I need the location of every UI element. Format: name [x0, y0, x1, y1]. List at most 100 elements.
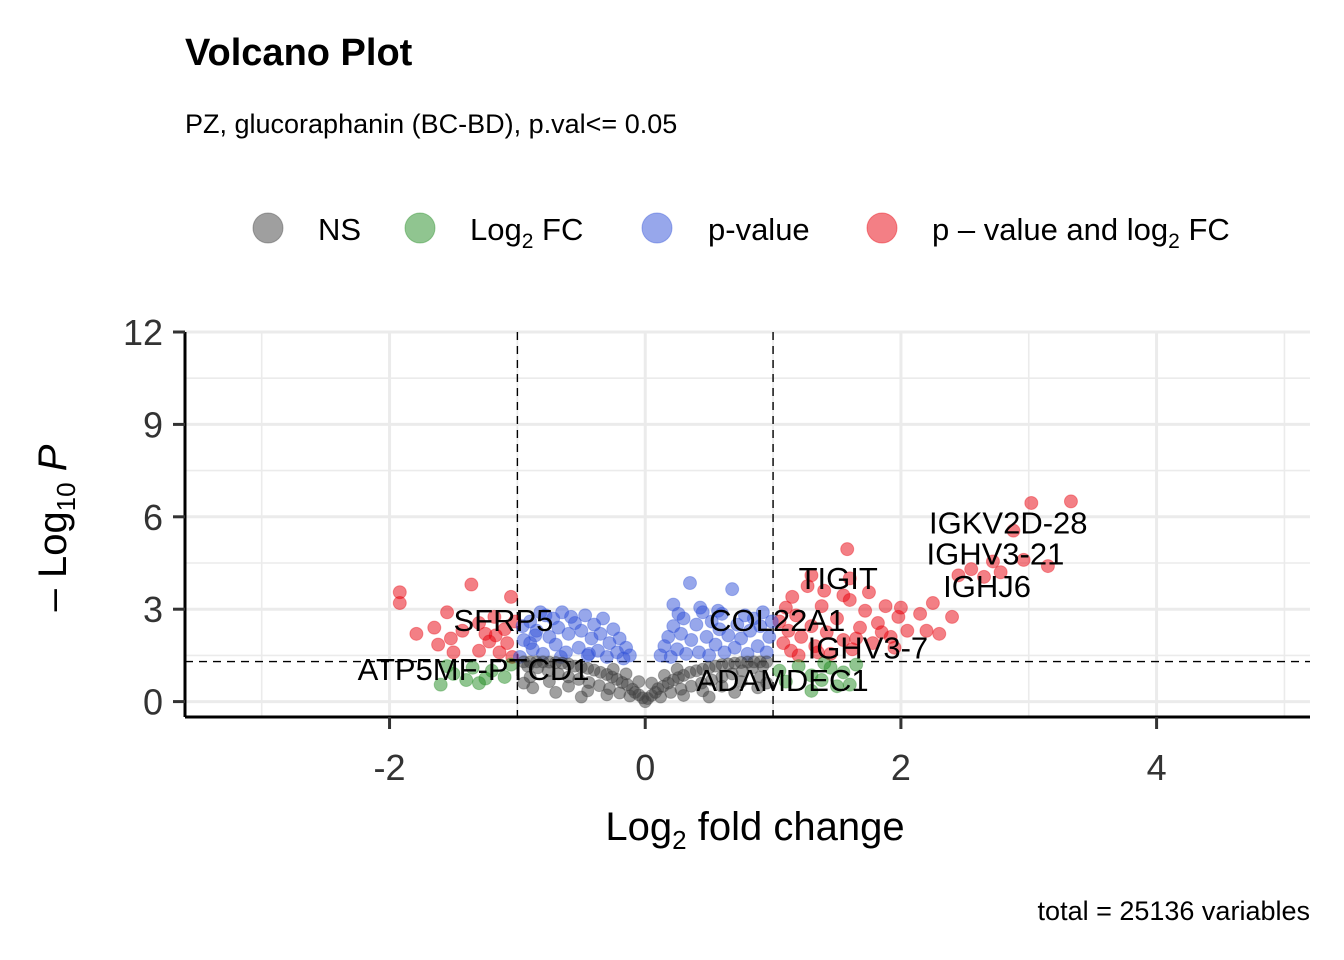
point-both: [913, 606, 928, 621]
point-ns: [619, 667, 633, 681]
point-both: [1063, 494, 1078, 509]
point-both: [472, 616, 487, 631]
point-both: [964, 562, 979, 577]
x-tick-label: 4: [1147, 747, 1167, 788]
point-both: [443, 631, 458, 646]
gene-label: SFRP5: [453, 603, 553, 638]
point-ns: [574, 690, 588, 704]
y-tick-label: 9: [143, 404, 163, 445]
point-p: [762, 629, 777, 644]
point-fc: [433, 677, 448, 692]
point-p: [725, 582, 740, 597]
legend-swatch: [641, 212, 673, 244]
point-p: [693, 600, 708, 615]
point-p: [571, 640, 586, 655]
point-both: [836, 588, 851, 603]
gene-label: TIGIT: [799, 561, 878, 596]
legend-label: Log2 FC: [470, 212, 583, 253]
gene-label: ADAMDEC1: [696, 663, 868, 698]
point-both: [781, 623, 796, 638]
point-p: [581, 646, 596, 661]
point-both: [849, 631, 864, 646]
point-ns: [632, 675, 646, 689]
axes: 0 3 6 9 12 -2 0 2 4: [123, 312, 1310, 788]
point-p: [671, 606, 686, 621]
point-ns: [613, 686, 627, 700]
point-p: [734, 631, 749, 646]
point-both: [893, 600, 908, 615]
gene-labels: SFRP5 ATP5MF-PTCD1 COL22A1 TIGIT IGHV3-7ADAM…: [358, 506, 1088, 698]
point-p: [708, 637, 723, 652]
point-p: [564, 609, 579, 624]
point-p: [515, 619, 530, 634]
point-both: [878, 599, 893, 614]
x-tick-label: -2: [374, 747, 406, 788]
point-fc: [503, 657, 518, 672]
point-both: [919, 623, 934, 638]
point-p: [528, 628, 543, 643]
point-both: [785, 589, 800, 604]
point-both: [993, 565, 1008, 580]
x-tick-label: 0: [635, 747, 655, 788]
point-both: [464, 577, 479, 592]
y-tick-label: 3: [143, 589, 163, 630]
chart-title: Volcano Plot: [185, 32, 413, 74]
point-both: [977, 569, 992, 584]
chart-subtitle: PZ, glucoraphanin (BC-BD), p.val<= 0.05: [185, 109, 677, 139]
point-ns: [657, 668, 671, 682]
point-both: [861, 585, 876, 600]
point-p: [548, 637, 563, 652]
legend-swatch: [252, 212, 284, 244]
point-p: [682, 576, 697, 591]
point-p: [755, 605, 770, 620]
point-both: [900, 623, 915, 638]
point-p: [674, 626, 689, 641]
point-fc: [459, 673, 474, 688]
point-both: [819, 625, 834, 640]
legend: NS Log2 FC p-value p – value and log2 FC: [252, 212, 1230, 253]
y-tick-label: 6: [143, 497, 163, 538]
point-p: [596, 611, 611, 626]
gene-label: IGKV2D-28: [929, 506, 1088, 541]
point-p: [679, 646, 694, 661]
point-p: [538, 608, 553, 623]
point-both: [925, 596, 940, 611]
point-both: [932, 626, 947, 641]
point-fc: [849, 657, 864, 672]
point-p: [578, 608, 593, 623]
grid: [185, 330, 1310, 717]
gene-label: IGHV3-21: [926, 537, 1064, 572]
point-both: [1040, 559, 1055, 574]
point-fc: [836, 665, 851, 680]
legend-swatch: [404, 212, 436, 244]
point-both: [488, 628, 503, 643]
point-both: [427, 620, 442, 635]
point-fc: [772, 663, 787, 678]
point-both: [817, 583, 832, 598]
point-both: [804, 619, 819, 634]
point-p: [661, 629, 676, 644]
point-both: [829, 611, 844, 626]
gene-label: COL22A1: [709, 603, 845, 638]
point-both: [492, 645, 507, 660]
point-both: [985, 554, 1000, 569]
point-both: [814, 599, 829, 614]
legend-item-both: p – value and log2 FC: [866, 212, 1230, 253]
point-ns: [645, 676, 659, 690]
point-ns: [760, 676, 774, 690]
legend-item-ns: NS: [252, 212, 361, 247]
point-fc: [817, 656, 832, 671]
x-axis-label: Log2 fold change: [605, 805, 904, 855]
point-both: [431, 637, 446, 652]
point-p: [561, 626, 576, 641]
point-ns: [728, 685, 742, 699]
point-p: [764, 614, 779, 629]
point-fc: [804, 683, 819, 698]
point-both: [842, 571, 857, 586]
point-both: [487, 609, 502, 624]
gene-label: ATP5MF-PTCD1: [358, 652, 590, 687]
point-both: [804, 568, 819, 583]
point-both: [789, 608, 804, 623]
point-both: [865, 636, 880, 651]
point-p: [699, 629, 714, 644]
